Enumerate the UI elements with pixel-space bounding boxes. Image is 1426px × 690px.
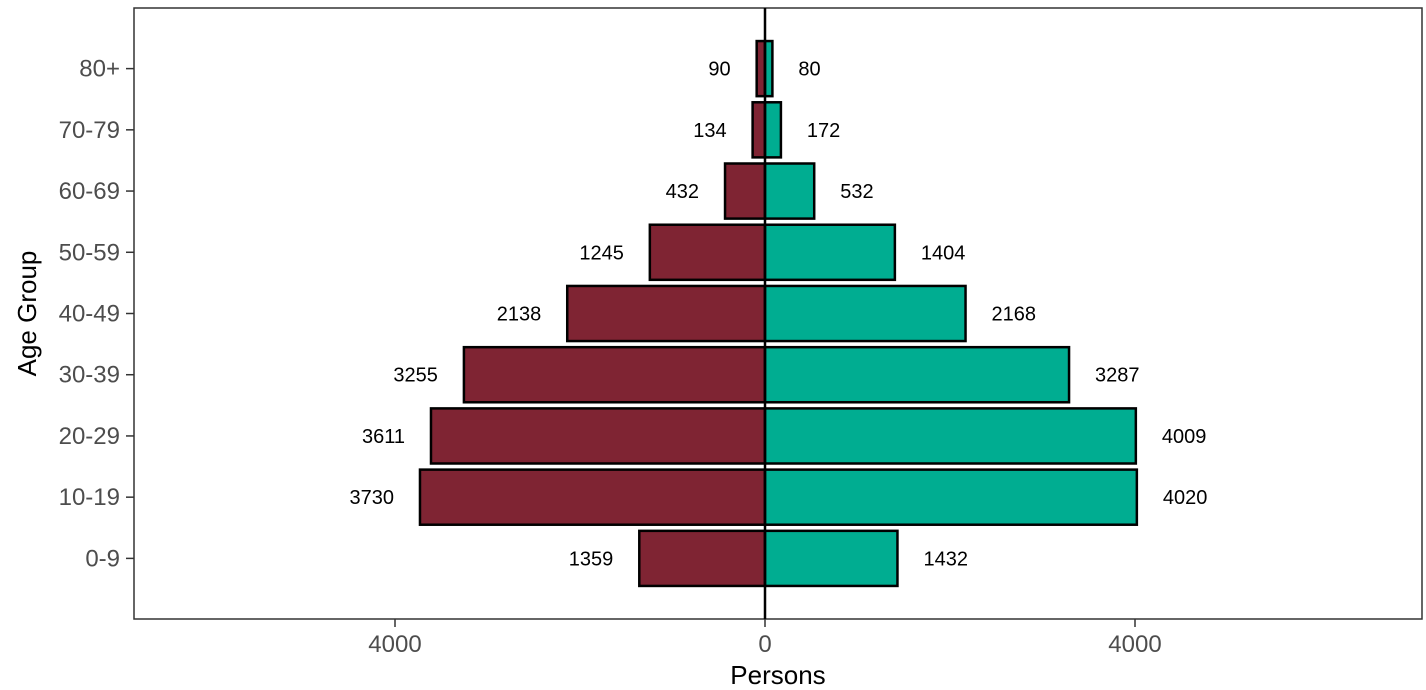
value-label-left-20-29: 3611 <box>362 426 405 448</box>
y-tick-label: 20-29 <box>59 423 120 450</box>
value-label-left-70-79: 134 <box>693 120 726 142</box>
bar-right-10-19 <box>763 468 1139 526</box>
bar-left-60-69 <box>723 162 767 220</box>
bar-left-30-39 <box>462 345 767 404</box>
value-labels-layer: 1359 3730 3611 3255 2138 1245 432 134 90 1432 4020… <box>349 59 1207 571</box>
bar-right-60-69 <box>763 162 816 220</box>
bar-left-10-19 <box>418 468 767 526</box>
y-tick-label: 40-49 <box>59 301 120 328</box>
x-tick-label: 0 <box>758 631 771 658</box>
value-label-right-40-49: 2168 <box>992 304 1037 326</box>
value-label-left-0-9: 1359 <box>569 548 614 570</box>
y-tick-label: 50-59 <box>59 239 120 266</box>
x-tick-label: 4000 <box>1108 631 1161 658</box>
bar-left-70-79 <box>751 101 767 159</box>
x-axis: 4000 0 4000 <box>368 619 1162 658</box>
bar-right-20-29 <box>763 407 1138 465</box>
value-label-right-50-59: 1404 <box>921 242 966 264</box>
value-label-right-80+: 80 <box>798 59 820 81</box>
x-axis-title: Persons <box>730 660 825 690</box>
value-label-right-10-19: 4020 <box>1163 487 1208 509</box>
y-axis-title: Age Group <box>12 251 42 377</box>
bars-layer <box>418 39 1139 588</box>
bar-right-40-49 <box>763 284 967 343</box>
y-tick-label: 30-39 <box>59 362 120 389</box>
value-label-left-60-69: 432 <box>666 181 699 203</box>
y-axis: 0-9 10-19 20-29 30-39 40-49 50-59 60-69 70-79 80… <box>59 56 134 572</box>
value-label-right-70-79: 172 <box>807 120 840 142</box>
x-tick-label: 4000 <box>368 631 421 658</box>
value-label-right-30-39: 3287 <box>1095 365 1140 387</box>
bar-right-0-9 <box>763 529 899 588</box>
y-tick-label: 60-69 <box>59 178 120 205</box>
value-label-left-80+: 90 <box>708 59 730 81</box>
value-label-right-60-69: 532 <box>840 181 873 203</box>
bar-right-50-59 <box>763 223 897 282</box>
value-label-left-50-59: 1245 <box>579 242 624 264</box>
bar-left-40-49 <box>565 284 767 343</box>
y-tick-label: 80+ <box>79 56 120 83</box>
y-tick-label: 0-9 <box>85 545 120 572</box>
bar-left-50-59 <box>648 223 767 282</box>
bar-right-30-39 <box>763 345 1071 404</box>
y-tick-label: 70-79 <box>59 117 120 144</box>
value-label-left-40-49: 2138 <box>497 304 542 326</box>
y-tick-label: 10-19 <box>59 484 120 511</box>
value-label-right-20-29: 4009 <box>1162 426 1207 448</box>
bar-left-0-9 <box>638 529 767 588</box>
value-label-left-10-19: 3730 <box>349 487 394 509</box>
value-label-right-0-9: 1432 <box>923 548 968 570</box>
bar-left-20-29 <box>429 407 767 465</box>
value-label-left-30-39: 3255 <box>393 365 438 387</box>
bar-right-70-79 <box>763 101 783 159</box>
